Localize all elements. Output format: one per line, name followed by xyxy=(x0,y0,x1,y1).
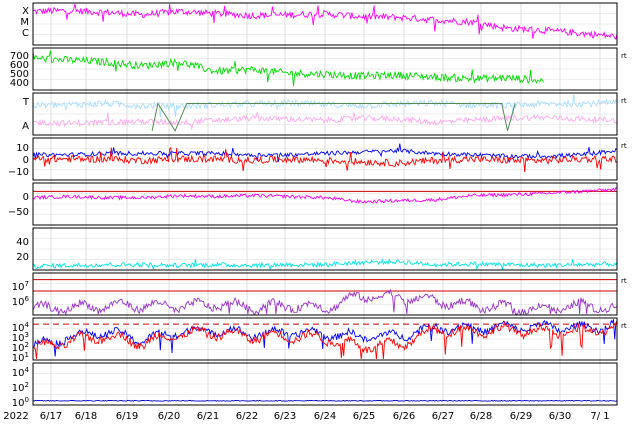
panel-letter: X xyxy=(22,6,29,17)
y-tick-label: 106 xyxy=(12,295,30,308)
x-tick-label: 6/30 xyxy=(549,411,571,422)
series-line xyxy=(151,102,516,132)
y-tick-label: 500 xyxy=(10,69,29,80)
panel-frame-ta xyxy=(32,92,618,136)
y-tick-label: 400 xyxy=(10,78,29,89)
y-tick-label: 40 xyxy=(16,237,29,248)
x-tick-label: 6/29 xyxy=(510,411,532,422)
x-tick-label: 6/17 xyxy=(40,411,62,422)
panel-letter: T xyxy=(22,97,30,108)
y-tick-label: −50 xyxy=(8,207,29,218)
panel-frame-flux2 xyxy=(32,317,618,361)
panel-frame-temp xyxy=(32,227,618,271)
series-layer xyxy=(32,3,618,402)
right-marker: rt xyxy=(621,97,627,105)
grid xyxy=(33,3,617,403)
x-tick-label: 6/25 xyxy=(353,411,375,422)
right-marker: rt xyxy=(621,52,627,60)
y-tick-label: 700 xyxy=(10,51,29,62)
x-tick-label: 6/22 xyxy=(236,411,258,422)
panel-letter: M xyxy=(20,17,29,28)
x-tick-label: 6/21 xyxy=(197,411,219,422)
x-tick-label: 7/ 1 xyxy=(590,411,609,422)
y-tick-label: 102 xyxy=(12,341,29,354)
panel-letter: A xyxy=(22,121,29,132)
series-line xyxy=(32,186,618,204)
series-line xyxy=(32,112,618,131)
y-tick-label: 600 xyxy=(10,60,29,71)
y-tick-label: −10 xyxy=(8,167,29,178)
y-tick-label: 107 xyxy=(12,280,29,293)
y-tick-label: 100 xyxy=(12,396,29,409)
x-tick-label: 6/19 xyxy=(116,411,138,422)
panel-frame-angle xyxy=(32,182,618,226)
x-tick-label: 6/23 xyxy=(274,411,296,422)
panel-frame-xmc xyxy=(32,2,618,46)
right-marker: rt xyxy=(621,277,627,285)
panel-frame-flux3 xyxy=(32,362,618,406)
y-tick-label: 20 xyxy=(16,252,29,263)
panel-frame-speed xyxy=(32,47,618,91)
x-tick-label: 6/26 xyxy=(393,411,415,422)
y-tick-label: 103 xyxy=(12,331,29,344)
panel-frame-flux1 xyxy=(32,272,618,316)
y-tick-label: 10 xyxy=(16,143,29,154)
y-tick-label: 0 xyxy=(23,155,29,166)
series-line xyxy=(32,320,618,360)
panel-frame-bfield xyxy=(32,137,618,181)
y-tick-label: 102 xyxy=(12,381,29,394)
right-marker: rt xyxy=(621,142,627,150)
series-line xyxy=(32,143,618,163)
x-tick-label: 6/27 xyxy=(432,411,454,422)
series-line xyxy=(32,319,618,357)
series-line xyxy=(32,93,618,118)
series-line xyxy=(32,288,618,316)
y-tick-label: 0 xyxy=(23,192,29,203)
labels: 2022 6/17 6/18 6/19 6/20 6/21 6/22 6/23 6/24 6/25… xyxy=(3,6,627,422)
y-tick-label: 104 xyxy=(12,366,30,379)
x-tick-label: 2022 xyxy=(3,411,28,422)
x-tick-label: 6/18 xyxy=(75,411,97,422)
x-tick-label: 6/28 xyxy=(470,411,492,422)
panel-letter: C xyxy=(22,28,29,39)
y-tick-label: 101 xyxy=(12,351,29,364)
series-line xyxy=(32,399,618,402)
x-tick-label: 6/20 xyxy=(158,411,180,422)
series-line xyxy=(32,3,618,40)
panel-frames xyxy=(32,2,618,406)
right-marker: rt xyxy=(621,322,627,330)
series-line xyxy=(32,146,618,172)
y-tick-label: 104 xyxy=(12,321,30,334)
x-tick-label: 6/24 xyxy=(314,411,336,422)
series-line xyxy=(32,258,618,271)
